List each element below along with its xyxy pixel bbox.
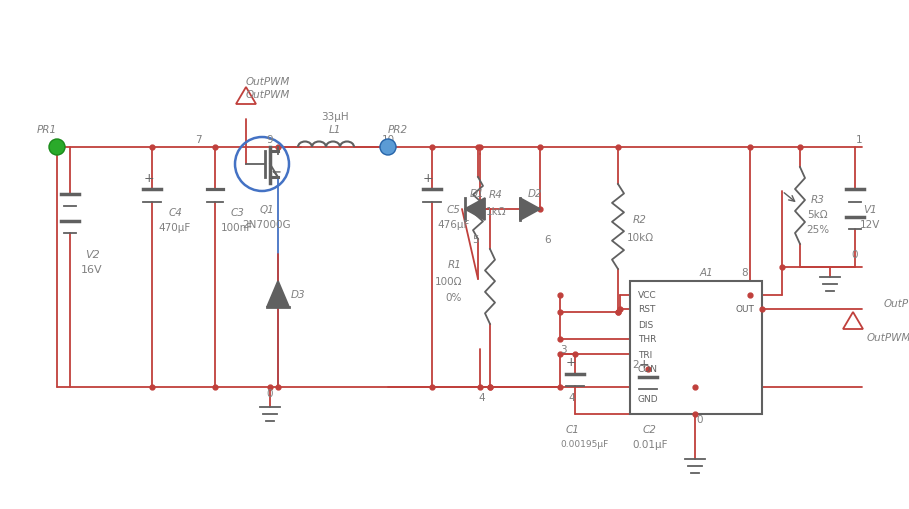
Text: TRI: TRI (638, 350, 653, 359)
Text: Q1: Q1 (260, 205, 275, 215)
Text: C2: C2 (643, 424, 657, 434)
Text: 0.01μF: 0.01μF (633, 439, 668, 449)
Circle shape (49, 140, 65, 156)
Text: C5: C5 (447, 205, 461, 215)
Text: 2: 2 (633, 359, 639, 369)
Text: VCC: VCC (638, 291, 656, 300)
Text: 2N7000G: 2N7000G (243, 219, 291, 230)
Text: THR: THR (638, 335, 656, 344)
Text: VA: VA (383, 145, 393, 151)
Text: 0: 0 (697, 414, 704, 424)
Text: OutPWM: OutPWM (245, 77, 290, 87)
Text: PR1: PR1 (37, 125, 57, 135)
Text: OutPWM: OutPWM (884, 298, 909, 308)
Text: C3: C3 (230, 208, 244, 217)
Text: 1: 1 (855, 135, 863, 145)
Text: DIS: DIS (638, 320, 654, 329)
Text: 16V: 16V (81, 265, 103, 274)
Text: C1: C1 (566, 424, 580, 434)
Text: C4: C4 (168, 208, 182, 217)
Text: +: + (144, 171, 155, 184)
Text: R4: R4 (489, 190, 503, 200)
Text: 0%: 0% (445, 293, 462, 302)
Circle shape (380, 140, 396, 156)
Text: OutPWM: OutPWM (245, 90, 290, 100)
Text: 470μF: 470μF (159, 222, 191, 233)
Text: 1kΩ: 1kΩ (485, 207, 506, 216)
Text: D3: D3 (291, 290, 305, 299)
Text: GND: GND (638, 394, 659, 404)
Text: +: + (565, 355, 576, 368)
Text: CON: CON (638, 365, 658, 374)
Text: D2: D2 (528, 189, 543, 199)
Text: V2: V2 (85, 249, 99, 260)
Text: 33μH: 33μH (321, 112, 349, 122)
Text: PR2: PR2 (388, 125, 408, 135)
Text: 0.00195μF: 0.00195μF (561, 440, 609, 448)
Text: VA: VA (52, 145, 62, 151)
Text: 0: 0 (852, 249, 858, 260)
Polygon shape (465, 199, 485, 220)
Text: RST: RST (638, 305, 655, 314)
Text: 476μF: 476μF (438, 219, 470, 230)
Text: 7: 7 (195, 135, 201, 145)
Text: 3: 3 (560, 344, 566, 354)
Text: R3: R3 (811, 194, 825, 205)
Text: +: + (423, 171, 434, 184)
Text: A1: A1 (699, 267, 713, 277)
Polygon shape (520, 199, 540, 220)
Text: 25%: 25% (806, 224, 830, 235)
Text: 4: 4 (569, 392, 575, 402)
Text: OutPWM: OutPWM (867, 332, 909, 343)
Text: R2: R2 (633, 215, 647, 224)
Text: +: + (639, 358, 649, 371)
Polygon shape (267, 281, 289, 307)
Text: 8: 8 (742, 267, 748, 277)
Text: 6: 6 (544, 235, 552, 244)
Text: 10kΩ: 10kΩ (626, 233, 654, 242)
Text: 0: 0 (266, 388, 274, 398)
Text: 12V: 12V (860, 219, 880, 230)
Text: 9: 9 (266, 135, 274, 145)
Text: 100Ω: 100Ω (435, 276, 462, 287)
Text: R1: R1 (448, 260, 462, 269)
Text: L1: L1 (329, 125, 341, 135)
Text: D1: D1 (470, 189, 484, 199)
Text: 10: 10 (382, 135, 395, 145)
Text: 5: 5 (473, 235, 479, 244)
Text: V1: V1 (864, 205, 877, 215)
Text: 4: 4 (479, 392, 485, 402)
Text: 5kΩ: 5kΩ (808, 210, 828, 219)
Text: OUT: OUT (735, 305, 754, 314)
Bar (630, 281, 762, 414)
Text: 100nF: 100nF (221, 222, 253, 233)
